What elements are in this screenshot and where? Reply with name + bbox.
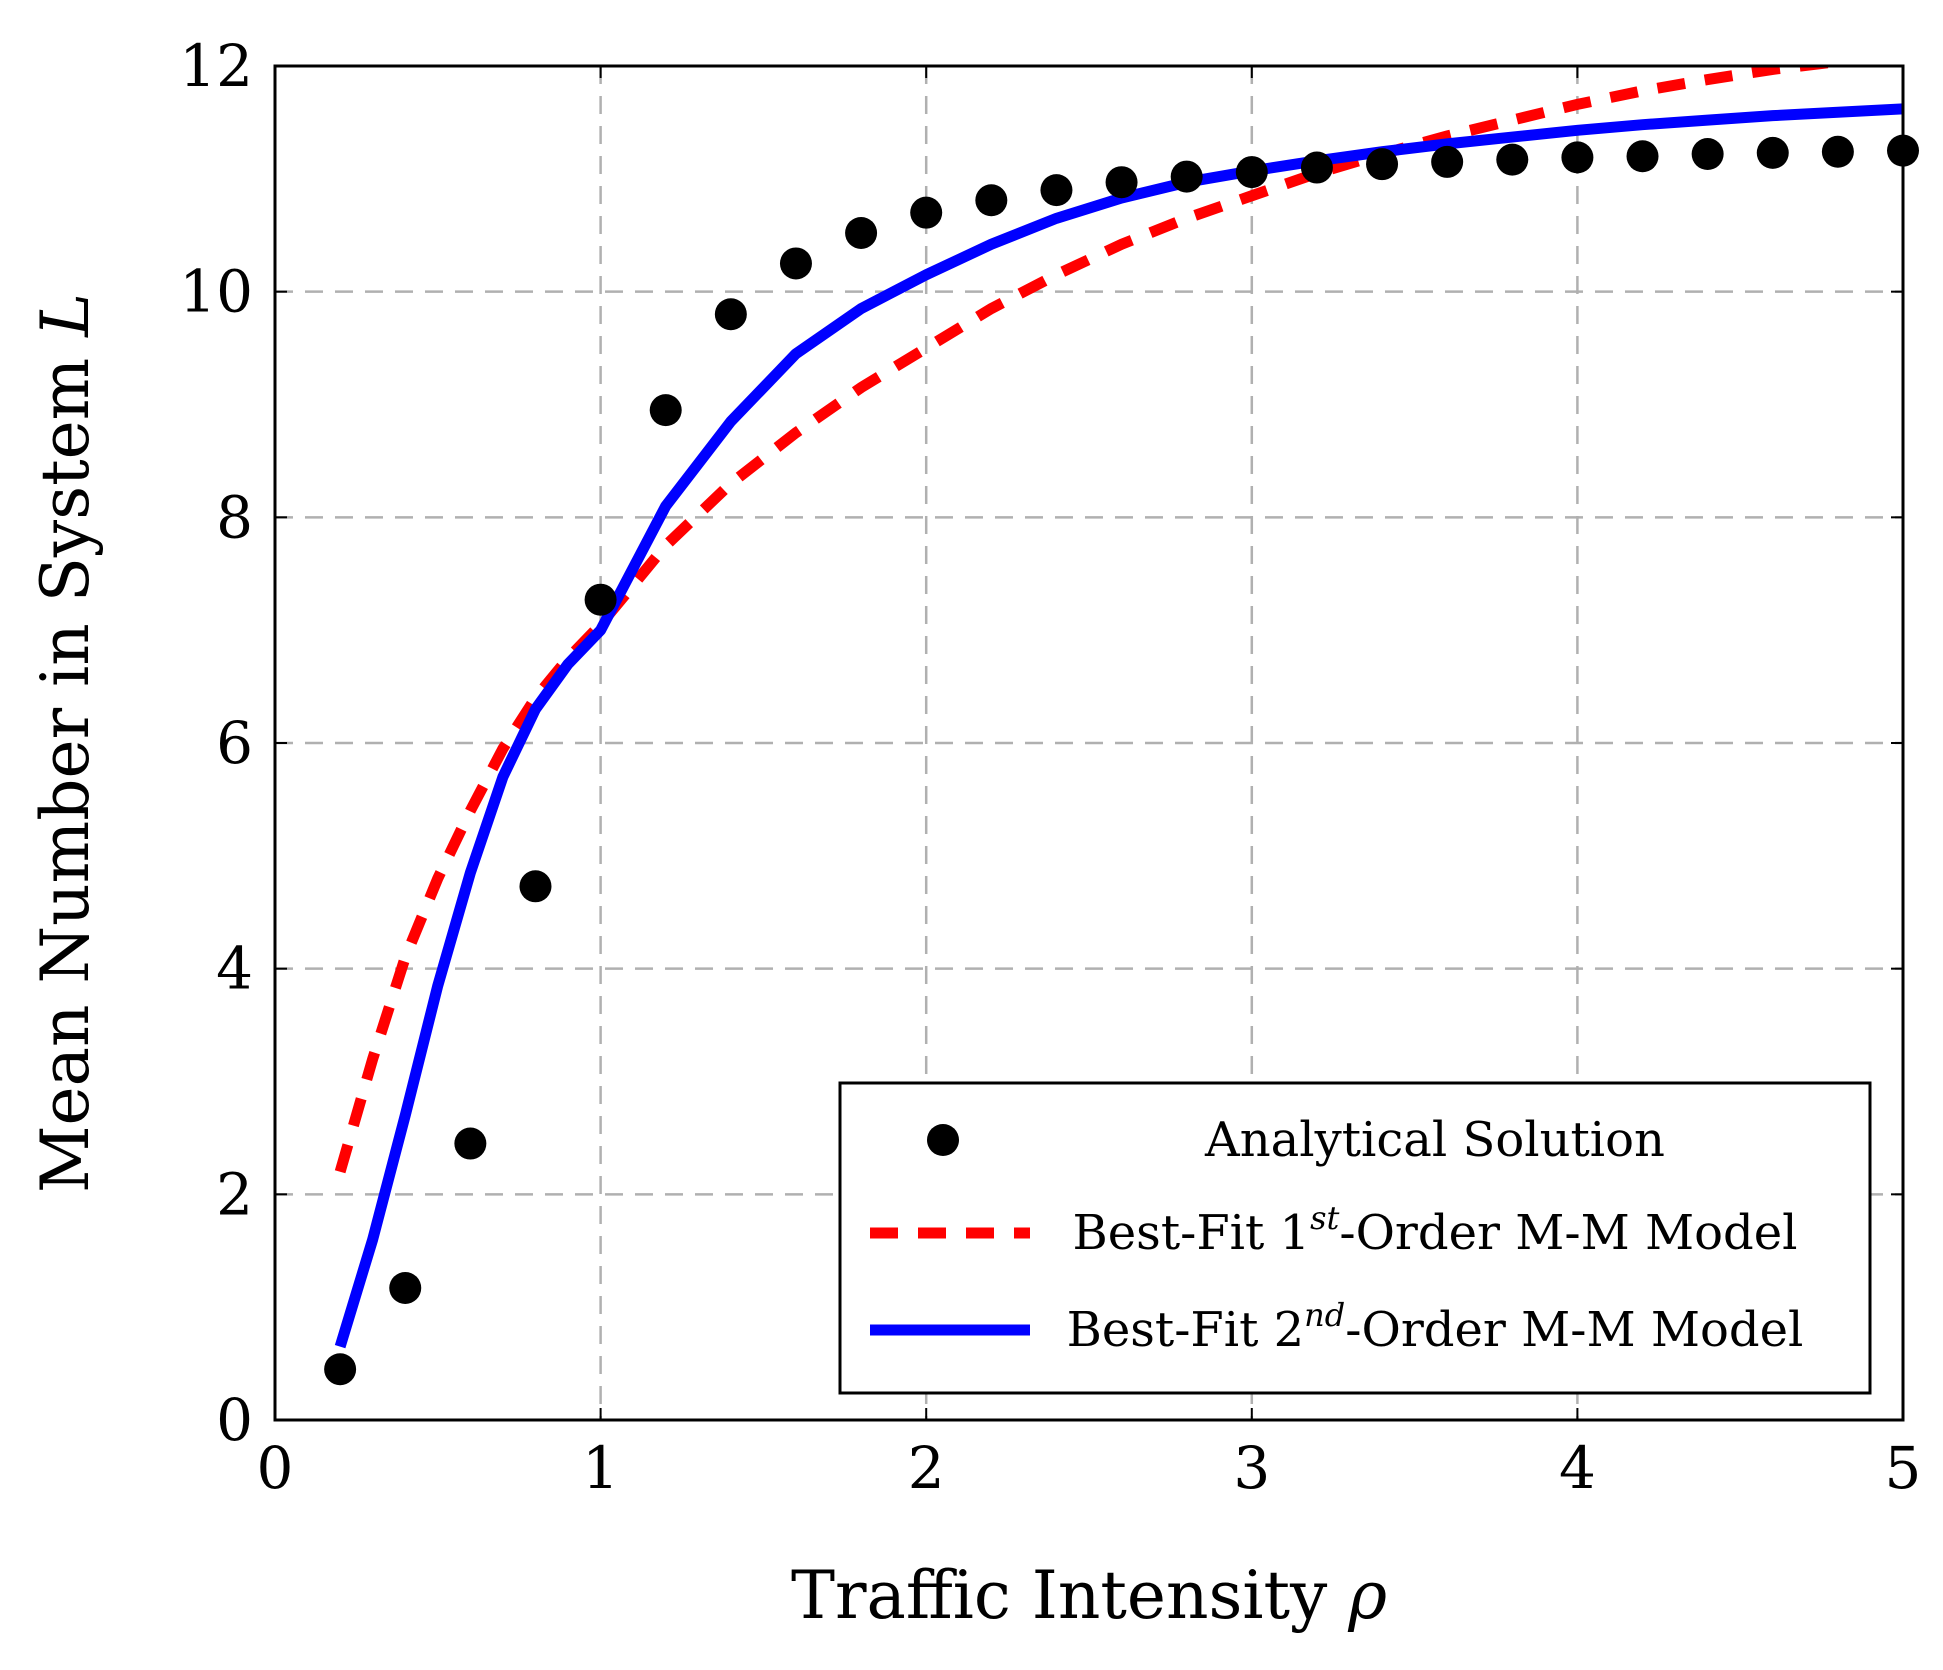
legend-label-second-order-prefix: Best-Fit 2 [1067, 1302, 1305, 1358]
x-tick-label: 4 [1559, 1434, 1596, 1502]
data-point-analytical [1170, 160, 1203, 193]
y-tick-label: 2 [216, 1160, 253, 1228]
data-point-analytical [1431, 145, 1464, 178]
legend-label-first-order: Best-Fit 1st-Order M-M Model [1073, 1199, 1798, 1261]
legend-label-second-order-suffix: -Order M-M Model [1345, 1302, 1803, 1358]
data-point-analytical [1105, 166, 1138, 199]
data-point-analytical [1040, 174, 1073, 207]
data-point-analytical [1821, 135, 1854, 168]
x-axis-title: Traffic Intensity ρ [791, 1557, 1387, 1634]
data-point-analytical [1756, 136, 1789, 169]
x-tick-label: 0 [257, 1434, 294, 1502]
data-point-analytical [910, 196, 943, 229]
y-axis-title: Mean Number in System L [27, 293, 104, 1193]
x-tick-label: 5 [1885, 1434, 1922, 1502]
x-axis-title-text: Traffic Intensity [791, 1557, 1328, 1634]
data-point-analytical [714, 298, 747, 331]
data-point-analytical [649, 394, 682, 427]
data-point-analytical [519, 870, 552, 903]
legend-label-analytical-text: Analytical Solution [1204, 1112, 1665, 1168]
y-tick-label: 6 [216, 709, 253, 777]
data-point-analytical [584, 583, 617, 616]
data-point-analytical [1496, 143, 1529, 176]
x-tick-label: 2 [908, 1434, 945, 1502]
data-point-analytical [1626, 140, 1659, 173]
data-point-analytical [324, 1353, 357, 1386]
legend-label-analytical: Analytical Solution [1204, 1112, 1665, 1168]
legend-box [838, 1081, 1872, 1395]
y-tick-label: 0 [216, 1386, 253, 1454]
data-point-analytical [1691, 138, 1724, 171]
y-tick-label: 12 [179, 32, 253, 100]
legend-marker-analytical [927, 1124, 959, 1156]
y-tick-label: 4 [216, 935, 253, 1003]
y-axis-title-text: Mean Number in System [27, 358, 104, 1193]
data-point-analytical [975, 184, 1008, 217]
series-layer [324, 66, 1919, 1386]
legend-label-second-order-sup: nd [1304, 1296, 1345, 1334]
x-axis-symbol: ρ [1347, 1557, 1387, 1634]
series-line-first-order [334, 66, 1839, 1174]
data-point-analytical [1561, 141, 1594, 174]
x-tick-label: 1 [582, 1434, 619, 1502]
data-point-analytical [779, 247, 812, 280]
data-point-analytical [1366, 148, 1399, 181]
legend-label-second-order: Best-Fit 2nd-Order M-M Model [1067, 1296, 1804, 1358]
x-tick-label: 3 [1233, 1434, 1270, 1502]
legend-label-first-order-suffix: -Order M-M Model [1339, 1205, 1797, 1261]
legend: Analytical Solution Best-Fit 1st-Order M… [838, 1081, 1872, 1395]
legend-label-first-order-prefix: Best-Fit 1 [1073, 1205, 1311, 1261]
data-point-analytical [454, 1127, 487, 1160]
series-line-second-order [334, 103, 1903, 1349]
data-point-analytical [389, 1271, 422, 1304]
data-point-analytical [845, 216, 878, 249]
y-tick-label: 8 [216, 483, 253, 551]
data-point-analytical [1235, 156, 1268, 189]
y-tick-label: 10 [179, 258, 253, 326]
legend-label-first-order-sup: st [1310, 1199, 1339, 1237]
data-point-analytical [1300, 151, 1333, 184]
y-axis-symbol: L [27, 293, 104, 338]
